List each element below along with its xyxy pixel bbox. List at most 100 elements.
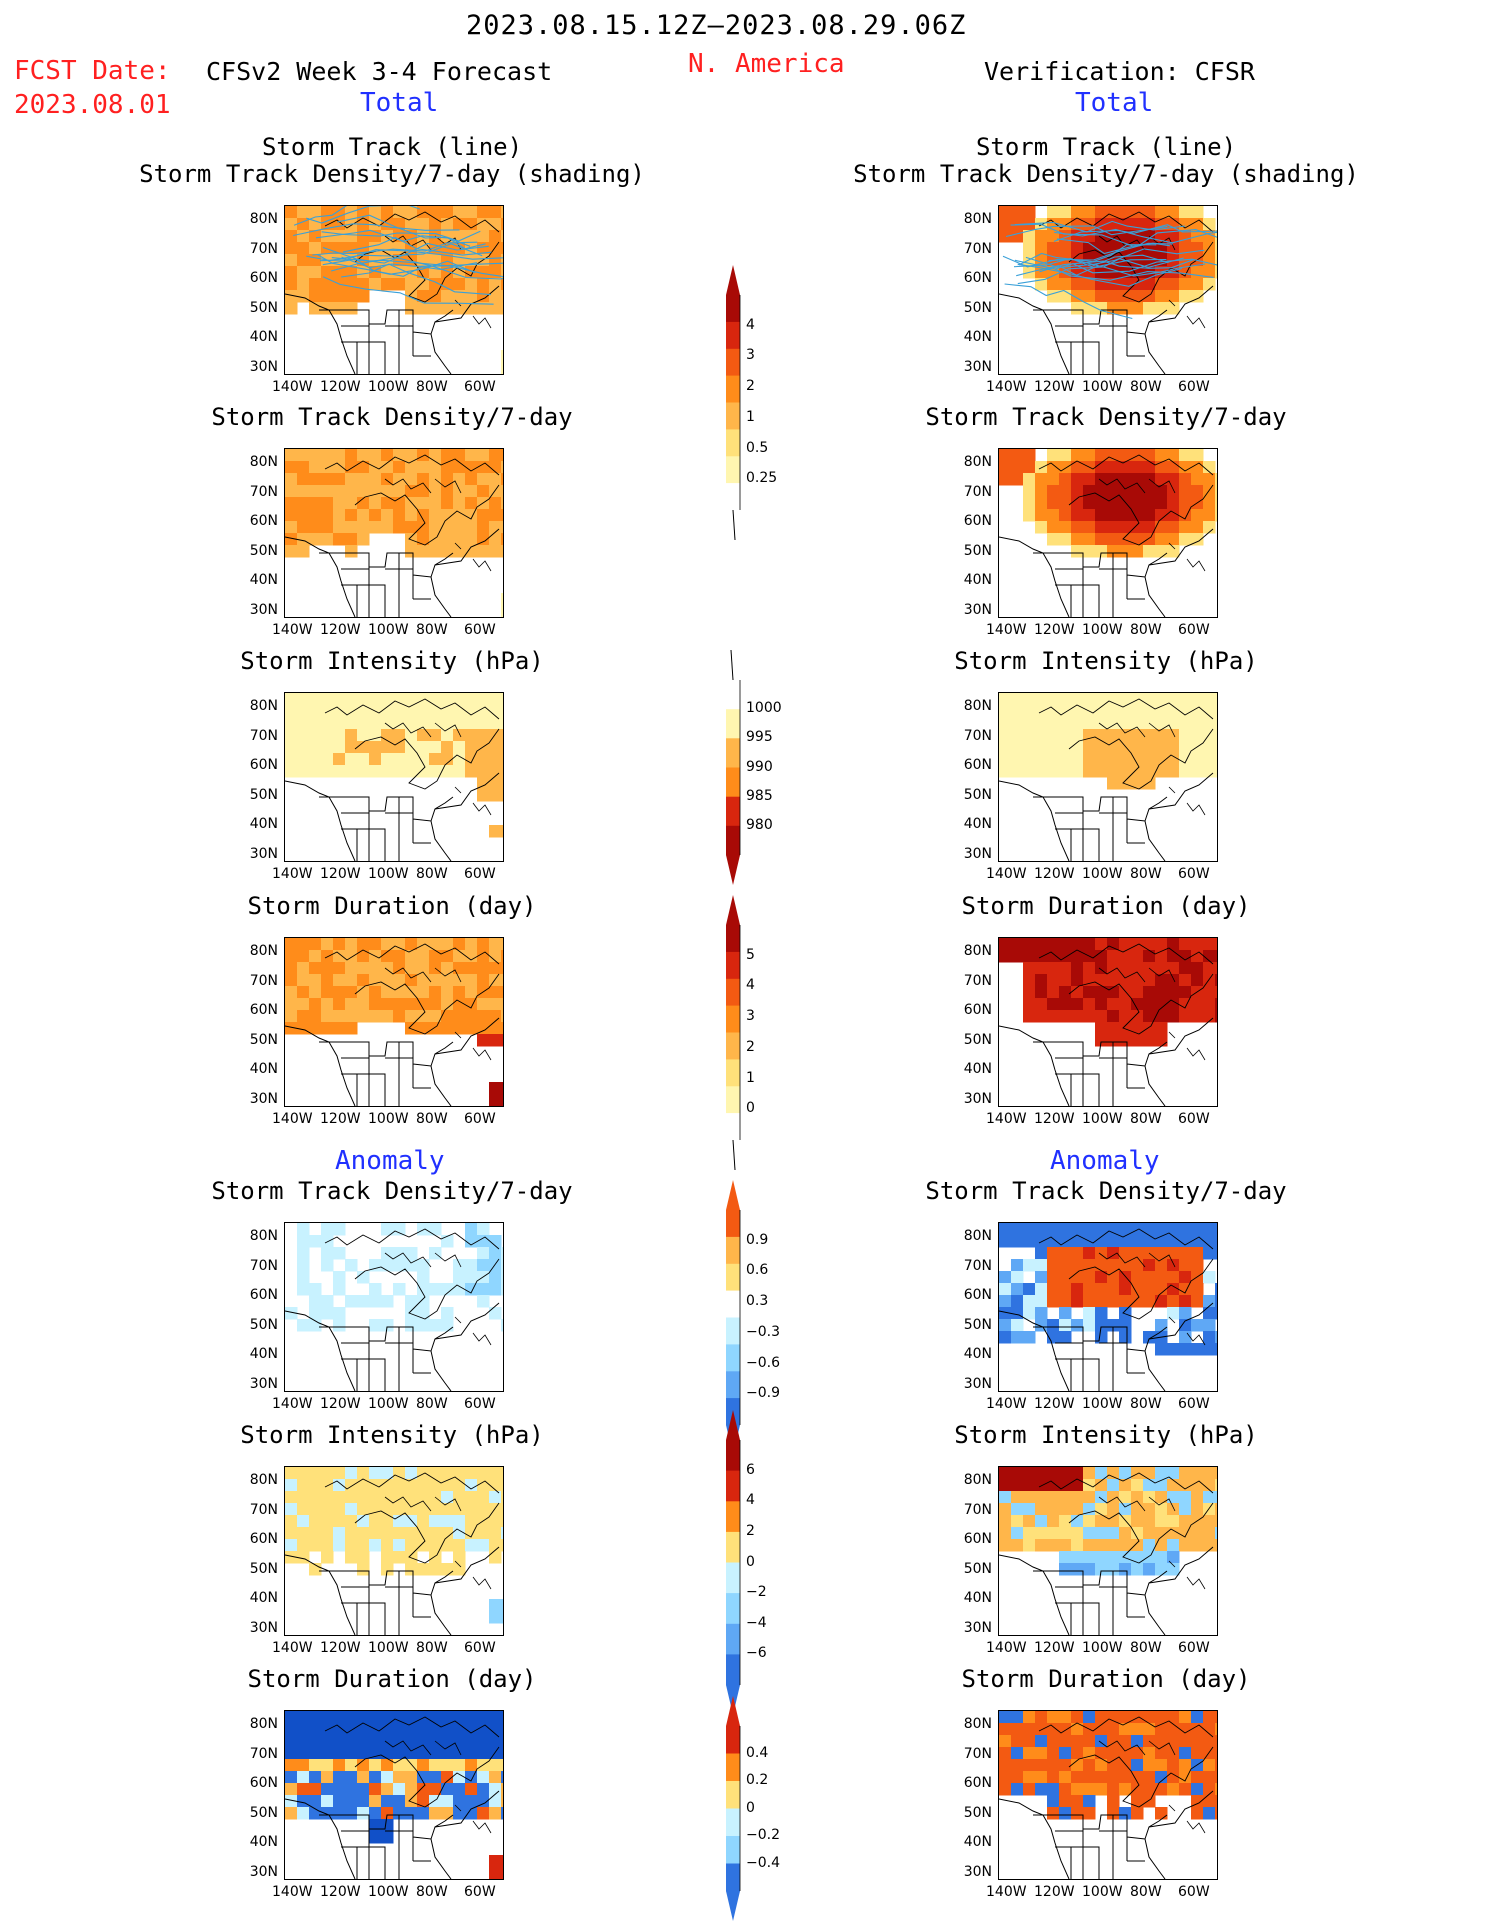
left-panel-0-title2: Storm Track Density/7-day (shading) (139, 160, 645, 188)
lat-tick-label: 40N (963, 816, 992, 832)
right-panel-0-title1: Storm Track (line) (975, 133, 1237, 161)
lat-tick-label: 30N (249, 1863, 278, 1880)
left-map-0 (284, 205, 504, 375)
lon-tick-label: 80W (416, 1396, 448, 1412)
lat-tick-label: 70N (249, 1745, 278, 1762)
lon-tick-label: 60W (464, 866, 496, 882)
lat-tick-label: 80N (963, 1228, 992, 1244)
lat-tick-label: 70N (963, 727, 992, 744)
colorbar-tick-label: −0.6 (746, 1355, 780, 1371)
lat-tick-label: 80N (963, 943, 992, 959)
lon-tick-label: 120W (1034, 1111, 1075, 1127)
colorbar-tick-label: −2 (746, 1584, 767, 1600)
lat-tick-label: 70N (249, 483, 278, 500)
lat-tick-label: 60N (249, 1775, 278, 1791)
lon-tick-label: 120W (320, 1884, 361, 1900)
lat-tick-label: 60N (249, 757, 278, 773)
right-map-3 (998, 937, 1218, 1107)
lon-tick-label: 120W (1034, 379, 1075, 395)
lat-tick-label: 40N (249, 329, 278, 345)
lon-tick-label: 80W (1130, 622, 1162, 638)
lon-tick-label: 140W (272, 622, 313, 638)
lon-tick-label: 100W (368, 1640, 409, 1656)
lat-tick-label: 80N (249, 454, 278, 470)
lon-tick-label: 120W (1034, 1884, 1075, 1900)
lat-tick-label: 70N (249, 1257, 278, 1274)
colorbar-tick-label: 0.6 (746, 1262, 769, 1278)
lon-tick-label: 80W (416, 1884, 448, 1900)
lon-tick-label: 120W (1034, 622, 1075, 638)
lat-tick-label: 50N (249, 1031, 278, 1048)
colorbar-tick-label: 1 (746, 409, 755, 425)
lat-tick-label: 70N (963, 1745, 992, 1762)
lon-tick-label: 120W (320, 1396, 361, 1412)
lat-tick-label: 40N (963, 329, 992, 345)
colorbar-tick-label: 2 (746, 1523, 755, 1539)
right-panel-5-title: Storm Intensity (hPa) (954, 1421, 1258, 1449)
right-panel-1-title: Storm Track Density/7-day (925, 403, 1287, 431)
lat-tick-label: 70N (963, 972, 992, 989)
colorbar-tick-label: 3 (746, 347, 755, 363)
colorbar-tick-label: −6 (746, 1645, 767, 1661)
colorbar-tick-label: 995 (746, 729, 773, 745)
lon-tick-label: 60W (464, 379, 496, 395)
lon-tick-label: 140W (272, 1884, 313, 1900)
lat-tick-label: 30N (963, 601, 992, 618)
colorbar-tick-label: 1 (746, 1070, 755, 1086)
colorbar-tick-label: 0.25 (746, 470, 778, 486)
lon-tick-label: 140W (986, 622, 1027, 638)
lon-tick-label: 140W (986, 1111, 1027, 1127)
lat-tick-label: 70N (963, 1257, 992, 1274)
lon-tick-label: 140W (272, 1396, 313, 1412)
colorbar-tick-label: 0.3 (746, 1293, 769, 1309)
lon-tick-label: 100W (1082, 866, 1123, 882)
lon-tick-label: 140W (986, 1396, 1027, 1412)
lat-tick-label: 50N (249, 1804, 278, 1821)
colorbar-tick-label: 0 (746, 1100, 755, 1116)
lon-tick-label: 80W (1130, 1884, 1162, 1900)
right-map-6 (998, 1710, 1218, 1880)
lat-tick-label: 70N (963, 483, 992, 500)
left-map-5 (284, 1466, 504, 1636)
lat-tick-label: 80N (249, 943, 278, 959)
lat-tick-label: 50N (963, 542, 992, 559)
lat-tick-label: 60N (963, 513, 992, 529)
lon-tick-label: 100W (368, 1884, 409, 1900)
colorbar-tick-label: 0 (746, 1800, 755, 1816)
right-panel-0-title2: Storm Track Density/7-day (shading) (853, 160, 1359, 188)
lat-tick-label: 60N (963, 757, 992, 773)
lat-tick-label: 50N (963, 1804, 992, 1821)
lat-tick-label: 80N (963, 1472, 992, 1488)
lon-tick-label: 60W (1178, 866, 1210, 882)
lat-tick-label: 70N (249, 1501, 278, 1518)
colorbar-tick-label: 0.4 (746, 1745, 769, 1761)
lat-tick-label: 60N (963, 270, 992, 286)
lat-tick-label: 40N (963, 572, 992, 588)
colorbar-tick-label: 4 (746, 977, 755, 993)
lat-tick-label: 60N (249, 1002, 278, 1018)
lat-tick-label: 30N (963, 845, 992, 862)
left-panel-2-title: Storm Intensity (hPa) (240, 647, 544, 675)
left-panel-4-title: Storm Track Density/7-day (211, 1177, 573, 1205)
colorbar-tick-label: 990 (746, 759, 773, 775)
lon-tick-label: 100W (368, 866, 409, 882)
lat-tick-label: 80N (963, 211, 992, 227)
lat-tick-label: 40N (963, 1834, 992, 1850)
right-total-label: Total (1075, 88, 1154, 118)
lat-tick-label: 60N (963, 1531, 992, 1547)
lon-tick-label: 80W (416, 622, 448, 638)
lat-tick-label: 50N (249, 542, 278, 559)
lon-tick-label: 140W (986, 379, 1027, 395)
lat-tick-label: 40N (249, 572, 278, 588)
left-map-4 (284, 1222, 504, 1392)
left-total-label: Total (360, 88, 439, 118)
colorbar-tick-label: −0.9 (746, 1385, 780, 1401)
lon-tick-label: 120W (1034, 1396, 1075, 1412)
lat-tick-label: 30N (963, 1375, 992, 1392)
lat-tick-label: 60N (249, 1531, 278, 1547)
right-map-4 (998, 1222, 1218, 1392)
colorbar-tick-label: −0.4 (746, 1855, 780, 1871)
lat-tick-label: 30N (963, 1619, 992, 1636)
left-panel-5-title: Storm Intensity (hPa) (240, 1421, 544, 1449)
lon-tick-label: 60W (464, 622, 496, 638)
